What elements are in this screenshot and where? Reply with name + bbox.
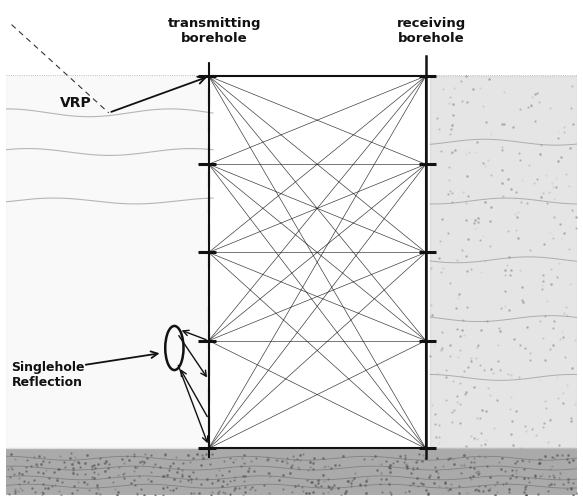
Text: transmitting
borehole: transmitting borehole	[168, 17, 261, 46]
Text: VRP: VRP	[60, 96, 92, 110]
Bar	[6, 448, 577, 495]
Text: Singlehole
Reflection: Singlehole Reflection	[12, 361, 85, 389]
Bar	[430, 76, 577, 448]
Bar	[6, 76, 206, 448]
Bar	[209, 76, 426, 448]
Text: receiving
borehole: receiving borehole	[397, 17, 466, 46]
